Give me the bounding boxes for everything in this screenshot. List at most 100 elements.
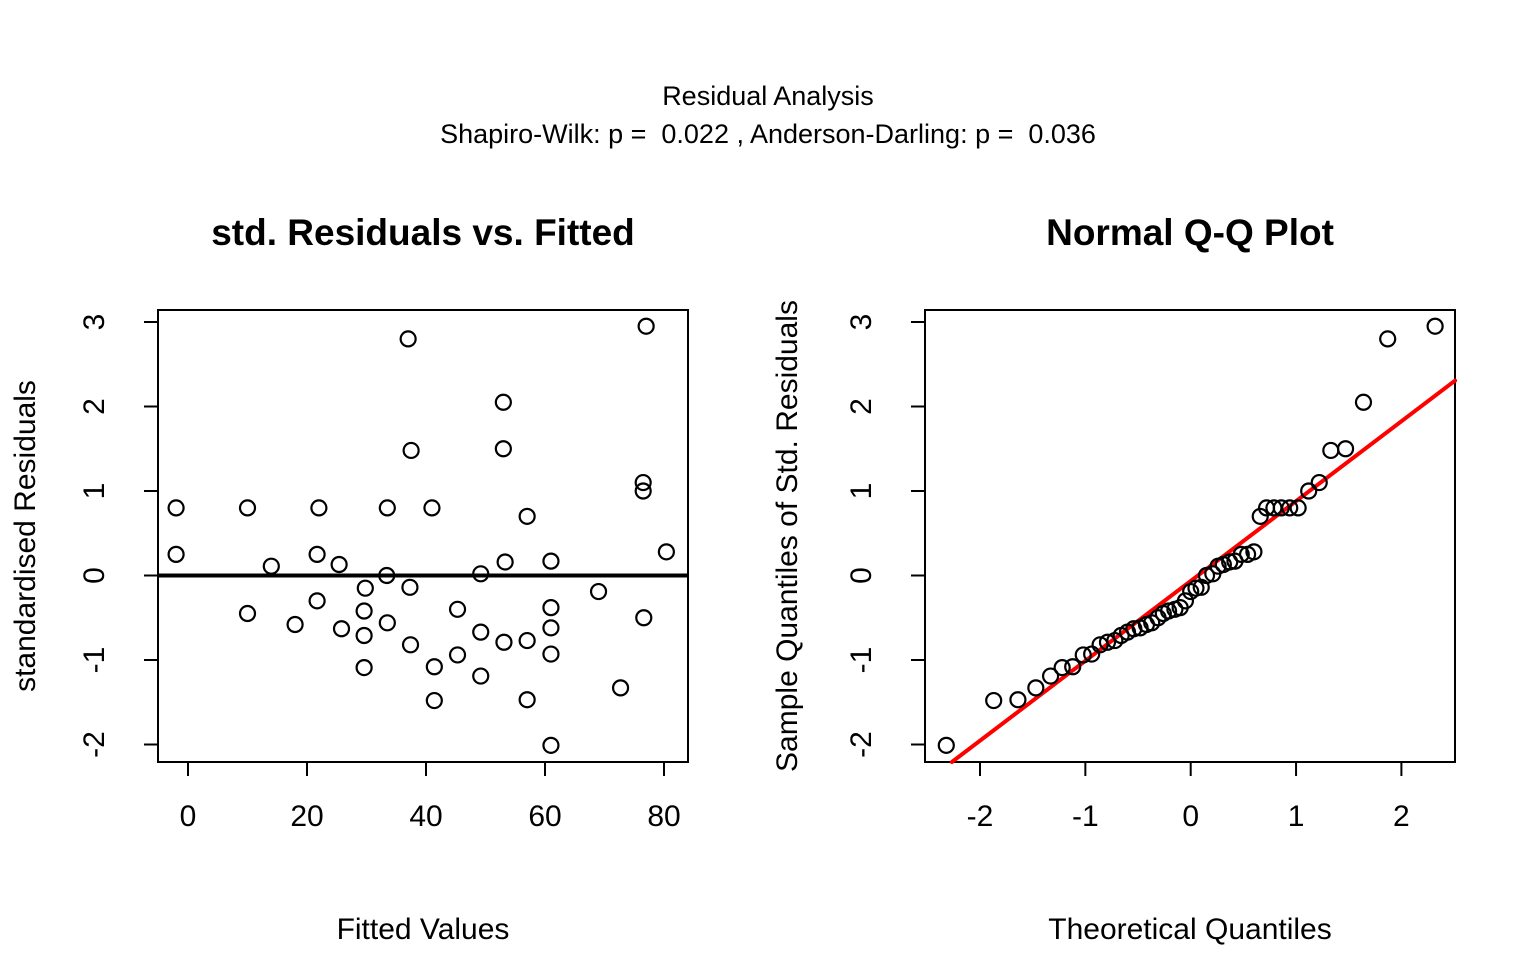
data-point: [542, 645, 560, 663]
data-point: [1426, 317, 1444, 335]
data-point: [355, 659, 373, 677]
data-point: [1074, 646, 1092, 664]
data-point: [378, 566, 396, 585]
data-point: [518, 507, 536, 525]
data-point: [1053, 659, 1071, 677]
data-point: [1176, 592, 1195, 610]
data-point: [167, 545, 185, 563]
data-point: [494, 440, 512, 458]
x-tick-label: 0: [180, 800, 197, 833]
data-point: [1027, 679, 1045, 697]
y-tick-label: -1: [845, 647, 878, 674]
x-tick-label: 60: [528, 800, 561, 833]
data-point: [402, 441, 420, 460]
qq-reference-line: [949, 378, 1458, 764]
data-point: [1232, 545, 1250, 563]
data-point: [495, 633, 513, 651]
data-point: [985, 691, 1003, 710]
data-point: [238, 604, 257, 623]
y-tick-label: 1: [845, 483, 878, 500]
y-tick-label: 0: [78, 567, 111, 584]
data-point: [635, 609, 653, 627]
data-point: [330, 555, 348, 574]
figure-main-title: Residual Analysis: [662, 81, 874, 111]
data-point: [286, 615, 304, 634]
data-point: [1041, 667, 1060, 685]
data-point: [589, 582, 608, 601]
data-point: [637, 317, 655, 335]
data-point: [1310, 473, 1328, 492]
data-point: [1098, 633, 1117, 651]
data-point: [401, 578, 419, 596]
data-point: [937, 736, 955, 754]
y-tick-label: 3: [78, 314, 111, 331]
data-point: [238, 499, 257, 517]
data-point: [332, 620, 351, 638]
figure-subtitle: Shapiro-Wilk: p = 0.022 , Anderson-Darli…: [440, 119, 1096, 149]
data-point: [634, 473, 652, 492]
data-point: [355, 626, 373, 645]
data-point: [378, 614, 396, 632]
right-panel-title: Normal Q-Q Plot: [1046, 212, 1334, 253]
data-point: [542, 619, 560, 637]
data-point: [472, 565, 490, 583]
y-tick-label: 1: [78, 483, 111, 500]
x-tick-label: 0: [1182, 800, 1199, 833]
data-point: [1336, 440, 1355, 458]
y-tick-label: -1: [78, 647, 111, 674]
data-point: [425, 658, 443, 676]
data-point: [448, 646, 467, 664]
data-point: [378, 499, 396, 517]
data-point: [494, 393, 512, 411]
x-tick-label: 40: [409, 800, 442, 833]
left-x-axis-label: Fitted Values: [336, 913, 510, 946]
data-point: [611, 679, 630, 697]
data-point: [1300, 482, 1318, 500]
data-point: [1009, 691, 1027, 709]
data-point: [634, 482, 652, 500]
x-tick-label: 80: [647, 800, 680, 833]
left-panel-title: std. Residuals vs. Fitted: [211, 212, 635, 253]
data-point: [399, 330, 417, 348]
data-point: [310, 499, 328, 517]
data-point: [1281, 499, 1299, 517]
data-point: [542, 736, 560, 754]
data-point: [542, 552, 560, 570]
data-point: [423, 499, 441, 517]
data-point: [308, 592, 326, 610]
x-tick-label: -1: [1072, 800, 1099, 833]
x-tick-label: 2: [1393, 800, 1410, 833]
data-point: [167, 499, 185, 517]
data-point: [1379, 330, 1397, 348]
x-tick-label: 1: [1288, 800, 1305, 833]
data-point: [401, 636, 420, 654]
data-point: [1083, 645, 1101, 663]
y-tick-label: 3: [845, 314, 878, 331]
data-point: [1272, 499, 1290, 517]
plot-box: [924, 309, 1456, 763]
data-point: [1322, 441, 1340, 460]
right-x-axis-label: Theoretical Quantiles: [1048, 913, 1332, 946]
data-point: [1064, 658, 1082, 676]
data-point: [308, 545, 326, 563]
data-point: [657, 543, 675, 561]
data-point: [472, 623, 490, 641]
data-point: [1245, 543, 1263, 561]
data-point: [448, 600, 467, 618]
y-tick-label: -2: [845, 731, 878, 758]
x-tick-label: 20: [290, 800, 323, 833]
data-point: [1289, 499, 1307, 517]
plot-box: [157, 309, 689, 763]
x-tick-label: -2: [967, 800, 994, 833]
data-point: [518, 691, 536, 709]
y-tick-label: 2: [845, 398, 878, 415]
data-point: [472, 667, 490, 685]
data-point: [542, 599, 560, 617]
data-point: [262, 557, 280, 575]
y-tick-label: 0: [845, 567, 878, 584]
data-point: [496, 553, 514, 571]
data-point: [356, 579, 374, 597]
data-point: [1354, 393, 1373, 411]
